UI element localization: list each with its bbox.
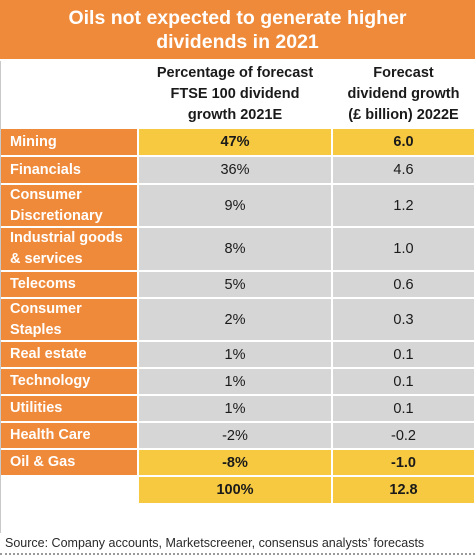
pct-value: 47% [139,129,333,157]
growth-value: 0.6 [333,272,475,299]
sector-name: Oil & Gas [10,454,76,470]
pct-value: -8% [139,450,333,477]
sector-name: Industrial goods & services [10,230,123,267]
column-header-1: Percentage of forecast FTSE 100 dividend g… [139,61,333,129]
source-note: Source: Company accounts, Marketscreener… [0,533,475,555]
growth-value: 0.1 [333,342,475,369]
growth-value: 4.6 [333,157,475,185]
title-line-2: dividends in 2021 [156,31,319,53]
column-header-text: Percentage of forecast FTSE 100 dividend g… [156,64,314,123]
row-label: Technology [1,369,139,396]
pct-value: 36% [139,157,333,185]
growth-value: 0.1 [333,369,475,396]
sector-name: Financials [10,161,81,178]
row-label: Telecoms [1,272,139,299]
row-label: Financials [1,157,139,185]
pct-value: -2% [139,423,333,450]
total-growth: 12.8 [333,477,475,505]
pct-value: 9% [139,185,333,228]
column-header-text: Forecast dividend growth (£ billion) 2022E [347,64,460,123]
growth-value: -1.0 [333,450,475,477]
chart-title: Oils not expected to generate higher div… [0,0,475,61]
pct-value: 1% [139,369,333,396]
row-label: Mining [1,129,139,157]
growth-value: 0.1 [333,396,475,423]
sector-name: Technology [10,373,91,389]
sector-name: Real estate [10,346,87,362]
row-label: Industrial goods & services [1,228,139,272]
sector-name: Health Care [10,427,91,443]
growth-value: 0.3 [333,299,475,342]
row-label: Consumer Discretionary [1,185,139,228]
title-line-1: Oils not expected to generate higher [68,7,407,29]
pct-value: 1% [139,396,333,423]
pct-value: 5% [139,272,333,299]
row-label: Consumer Staples [1,299,139,342]
header-corner [1,61,139,129]
pct-value: 1% [139,342,333,369]
total-label-blank [1,477,139,505]
sector-name: Mining [10,133,57,150]
growth-value: 1.0 [333,228,475,272]
column-header-2: Forecast dividend growth (£ billion) 2022E [333,61,475,129]
sector-name: Utilities [10,400,63,416]
sector-name: Consumer Discretionary [10,186,103,224]
total-pct: 100% [139,477,333,505]
pct-value: 2% [139,299,333,342]
growth-value: 6.0 [333,129,475,157]
sector-name: Telecoms [10,276,76,292]
row-label: Oil & Gas [1,450,139,477]
dividend-table: Percentage of forecast FTSE 100 dividend g… [0,61,475,533]
row-label: Health Care [1,423,139,450]
row-label: Real estate [1,342,139,369]
pct-value: 8% [139,228,333,272]
sector-name: Consumer Staples [10,300,82,338]
growth-value: -0.2 [333,423,475,450]
growth-value: 1.2 [333,185,475,228]
row-label: Utilities [1,396,139,423]
